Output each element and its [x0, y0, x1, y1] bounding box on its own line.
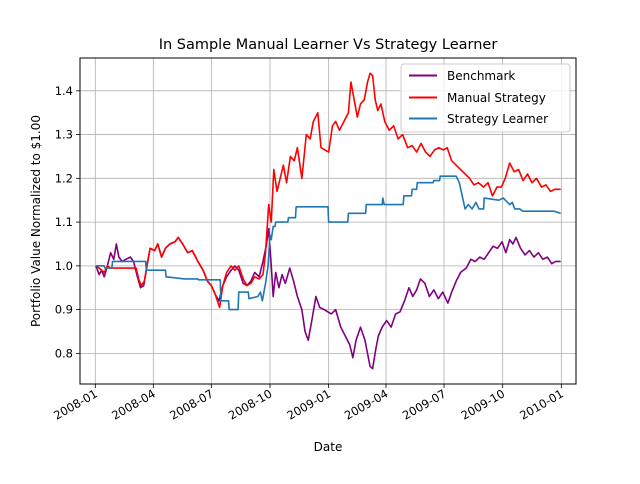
y-axis-ticks: 0.8 0.9 1.0 1.1 1.2 1.3 1.4 [55, 84, 80, 360]
series-line-strategy-learner [95, 175, 561, 311]
legend-label-strategy-learner: Strategy Learner [447, 112, 548, 126]
y-tick-label: 1.1 [55, 215, 73, 229]
y-tick-label: 0.9 [55, 303, 73, 317]
series-line-manual-strategy [95, 72, 561, 309]
y-tick-label: 0.8 [55, 346, 73, 360]
legend-box [400, 63, 571, 133]
series-layer [95, 72, 561, 370]
legend-label-benchmark: Benchmark [447, 69, 515, 83]
plot-frame [79, 57, 577, 385]
legend: Benchmark Manual Strategy Strategy Learn… [400, 63, 571, 133]
legend-label-manual-strategy: Manual Strategy [447, 91, 546, 105]
y-tick-label: 1.4 [55, 84, 73, 98]
y-tick-label: 1.0 [55, 259, 73, 273]
y-tick-label: 1.3 [55, 128, 73, 142]
chart-title: In Sample Manual Learner Vs Strategy Lea… [159, 37, 498, 53]
x-axis-label: Date [314, 440, 343, 454]
y-tick-label: 1.2 [55, 171, 73, 185]
y-axis-label: Portfolio Value Normalized to $1.00 [29, 115, 43, 327]
